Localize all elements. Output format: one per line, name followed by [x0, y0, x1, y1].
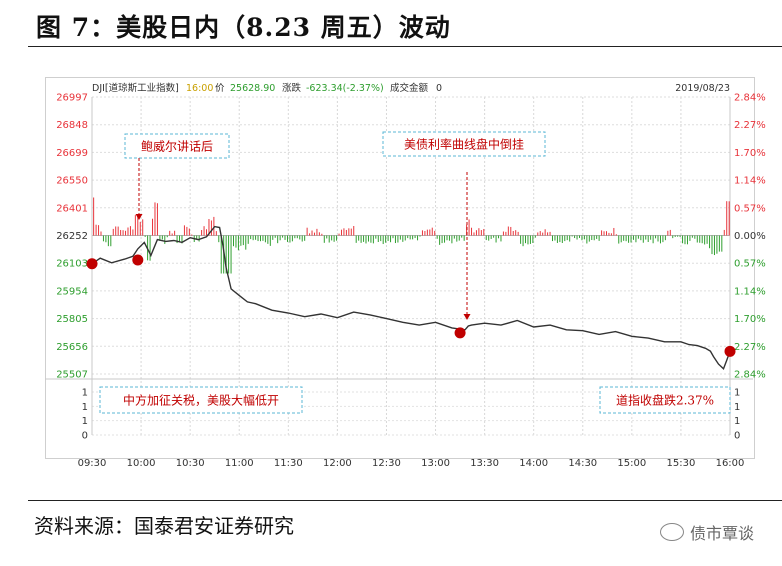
title-rule: [28, 46, 782, 47]
brand: 债市覃谈: [659, 520, 754, 544]
arrow-head: [135, 214, 143, 220]
event-marker: [86, 258, 98, 270]
info-change: -623.34(-2.37%): [306, 83, 384, 94]
y-right-tick-label: 2.84%: [734, 93, 766, 104]
y-tick-label: 26699: [56, 148, 88, 159]
y-right-tick-label: 1.14%: [734, 286, 766, 297]
x-tick-label: 09:30: [78, 458, 107, 469]
y-tick-label: 26103: [56, 259, 88, 270]
source-note: 资料来源：国泰君安证券研究: [34, 514, 294, 538]
y-tick-label: 26252: [56, 231, 88, 242]
y-right-tick-label: 0.57%: [734, 259, 766, 270]
x-tick-label: 10:00: [127, 458, 156, 469]
x-tick-label: 11:00: [225, 458, 254, 469]
y-tick-label: 26401: [56, 203, 88, 214]
volume-tick-label: 1: [82, 402, 88, 413]
volume-right-tick-label: 0: [734, 431, 740, 442]
x-tick-label: 13:00: [421, 458, 450, 469]
brand-label: 债市覃谈: [689, 524, 754, 543]
volume-right-tick-label: 1: [734, 402, 740, 413]
x-tick-label: 14:30: [568, 458, 597, 469]
y-right-tick-label: 1.14%: [734, 176, 766, 187]
event-marker: [724, 345, 736, 357]
figure-title: 图 7：美股日内（8.23 周五）波动: [36, 13, 451, 42]
x-tick-label: 15:30: [667, 458, 696, 469]
info-price-label: 价: [215, 83, 225, 94]
x-tick-label: 11:30: [274, 458, 303, 469]
source-rule: [28, 500, 782, 501]
y-right-tick-label: 2.27%: [734, 120, 766, 131]
x-tick-label: 12:30: [372, 458, 401, 469]
annotation-box: [99, 386, 303, 414]
y-tick-label: 25656: [56, 342, 88, 353]
y-right-tick-label: 1.70%: [734, 148, 766, 159]
y-right-tick-label: 2.84%: [734, 370, 766, 381]
x-tick-label: 16:00: [716, 458, 745, 469]
info-time: 16:00: [186, 83, 213, 94]
event-marker: [132, 254, 144, 266]
y-right-tick-label: 0.57%: [734, 203, 766, 214]
x-tick-label: 12:00: [323, 458, 352, 469]
y-right-tick-label: 0.00%: [734, 231, 766, 242]
arrow-head: [463, 314, 471, 320]
y-tick-label: 26997: [56, 93, 88, 104]
info-date: 2019/08/23: [675, 83, 730, 94]
x-tick-label: 14:00: [519, 458, 548, 469]
y-right-tick-label: 1.70%: [734, 314, 766, 325]
annotation-text: 道指收盘跌2.37%: [616, 393, 714, 408]
info-turnover: 0: [436, 83, 442, 94]
price-line: [91, 225, 731, 371]
volume-tick-label: 0: [82, 431, 88, 442]
info-symbol: DJI[道琼斯工业指数]: [92, 82, 179, 94]
volume-right-tick-label: 1: [734, 388, 740, 399]
event-marker: [454, 327, 466, 339]
x-tick-label: 13:30: [470, 458, 499, 469]
y-tick-label: 26848: [56, 120, 88, 131]
y-right-tick-label: 2.27%: [734, 342, 766, 353]
volume-tick-label: 1: [82, 388, 88, 399]
volume-right-tick-label: 1: [734, 416, 740, 427]
annotation-text: 中方加征关税，美股大幅低开: [123, 393, 279, 408]
y-tick-label: 25507: [56, 370, 88, 381]
info-price: 25628.90: [230, 83, 275, 94]
x-tick-label: 15:00: [617, 458, 646, 469]
annotation-text: 美债利率曲线盘中倒挂: [404, 137, 524, 152]
y-tick-label: 25805: [56, 314, 88, 325]
annotation-text: 鲍威尔讲话后: [141, 139, 213, 154]
annotation-box: [124, 133, 230, 159]
annotation-box: [382, 131, 546, 157]
annotation-box: [599, 386, 731, 414]
y-tick-label: 26550: [56, 176, 88, 187]
info-turnover-label: 成交金额: [390, 82, 429, 94]
wechat-icon: [659, 523, 684, 541]
x-tick-label: 10:30: [176, 458, 205, 469]
volume-tick-label: 1: [82, 416, 88, 427]
info-change-label: 涨跌: [282, 82, 302, 94]
y-tick-label: 25954: [56, 286, 88, 297]
